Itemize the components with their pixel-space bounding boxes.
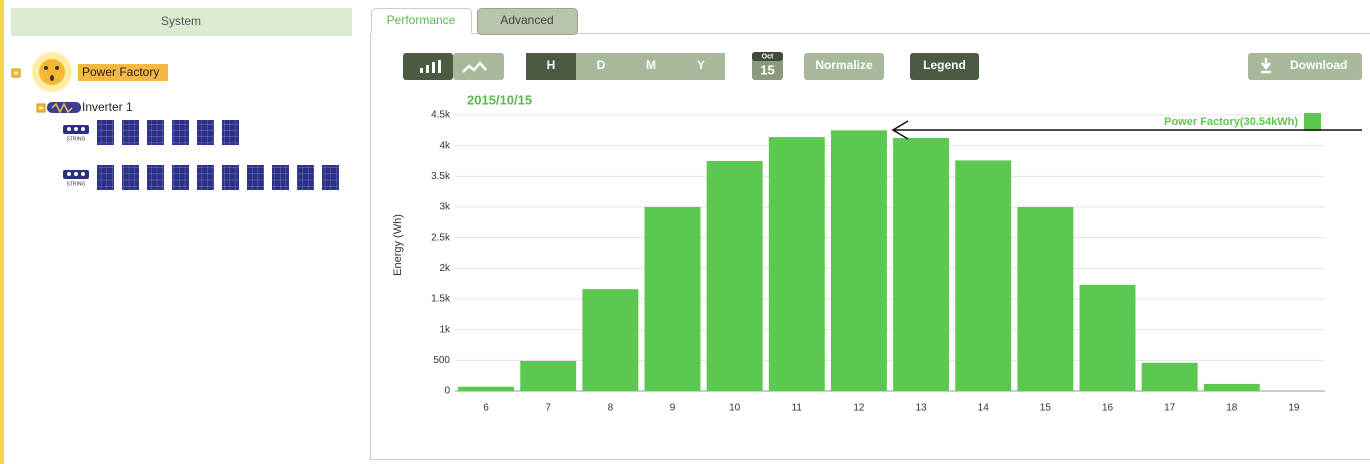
bar [458,387,514,391]
inverter-node[interactable]: Inverter 1 [37,100,133,114]
x-tick-label: 14 [978,403,990,414]
bar-view-button[interactable] [403,53,453,80]
x-tick-label: 10 [729,403,741,414]
x-tick-label: 6 [483,403,489,414]
y-tick-label: 2k [439,263,451,274]
bar [582,289,638,391]
string-row: STRING [63,120,239,145]
y-tick-label: 500 [433,355,450,366]
bar [645,207,701,391]
x-tick-label: 13 [916,403,928,414]
bar [1142,363,1198,391]
normalize-button[interactable]: Normalize [804,53,884,80]
y-tick-label: 4k [439,140,451,151]
bar [893,138,949,391]
button-label[interactable]: Legend [923,58,966,72]
button-label[interactable]: Download [1290,58,1347,72]
resolution-label[interactable]: Y [697,58,705,72]
x-tick-label: 15 [1040,403,1052,414]
bar [769,137,825,391]
x-tick-label: 16 [1102,403,1114,414]
bar [520,361,576,391]
x-tick-label: 17 [1164,403,1176,414]
bar [955,160,1011,391]
plant-label[interactable]: Power Factory [82,65,159,79]
resolution-label[interactable]: M [646,58,656,72]
tab-label[interactable]: Performance [387,13,456,27]
y-tick-label: 0 [444,386,450,397]
y-tick-label: 2.5k [431,232,451,243]
x-tick-label: 9 [670,403,676,414]
string-label: STRING [67,136,86,142]
tab-label[interactable]: Advanced [500,13,553,27]
y-axis-label: Energy (Wh) [392,214,404,276]
legend-button[interactable]: Legend [910,53,979,80]
y-tick-label: 1k [439,324,451,335]
line-view-button[interactable] [453,53,504,80]
inverter-label[interactable]: Inverter 1 [82,100,133,114]
page: System Power Factory Inverter 1 STRING S… [0,0,1370,464]
bar [707,161,763,391]
chart-title: 2015/10/15 [467,92,532,107]
tab[interactable]: Advanced [478,9,578,35]
download-button[interactable]: Download [1248,53,1362,80]
string-row: STRING [63,165,339,190]
bar [1080,285,1136,391]
button-label[interactable]: Normalize [815,58,873,72]
date-picker[interactable]: Oct 15 [752,52,783,80]
resolution-label[interactable]: H [547,58,556,72]
y-tick-label: 3.5k [431,171,451,182]
x-tick-label: 8 [608,403,614,414]
bar [1017,207,1073,391]
legend-label: Power Factory(30.54kWh) [1164,116,1298,128]
y-tick-label: 3k [439,202,451,213]
date-day[interactable]: 15 [760,62,774,77]
x-tick-label: 7 [545,403,551,414]
y-tick-label: 1.5k [431,294,451,305]
bar [1204,384,1260,391]
x-tick-label: 19 [1288,403,1300,414]
string-label: STRING [67,181,86,187]
date-month[interactable]: Oct [762,53,774,60]
sidebar-title: System [161,14,201,28]
tab[interactable]: Performance [372,9,472,37]
x-tick-label: 11 [792,403,803,414]
left-edge [0,0,4,464]
legend-swatch [1304,113,1321,131]
plant-node[interactable]: Power Factory [12,52,168,92]
x-tick-label: 18 [1226,403,1238,414]
bar [831,130,887,391]
x-tick-label: 12 [853,403,865,414]
y-tick-label: 4.5k [431,110,451,121]
resolution-label[interactable]: D [597,58,606,72]
